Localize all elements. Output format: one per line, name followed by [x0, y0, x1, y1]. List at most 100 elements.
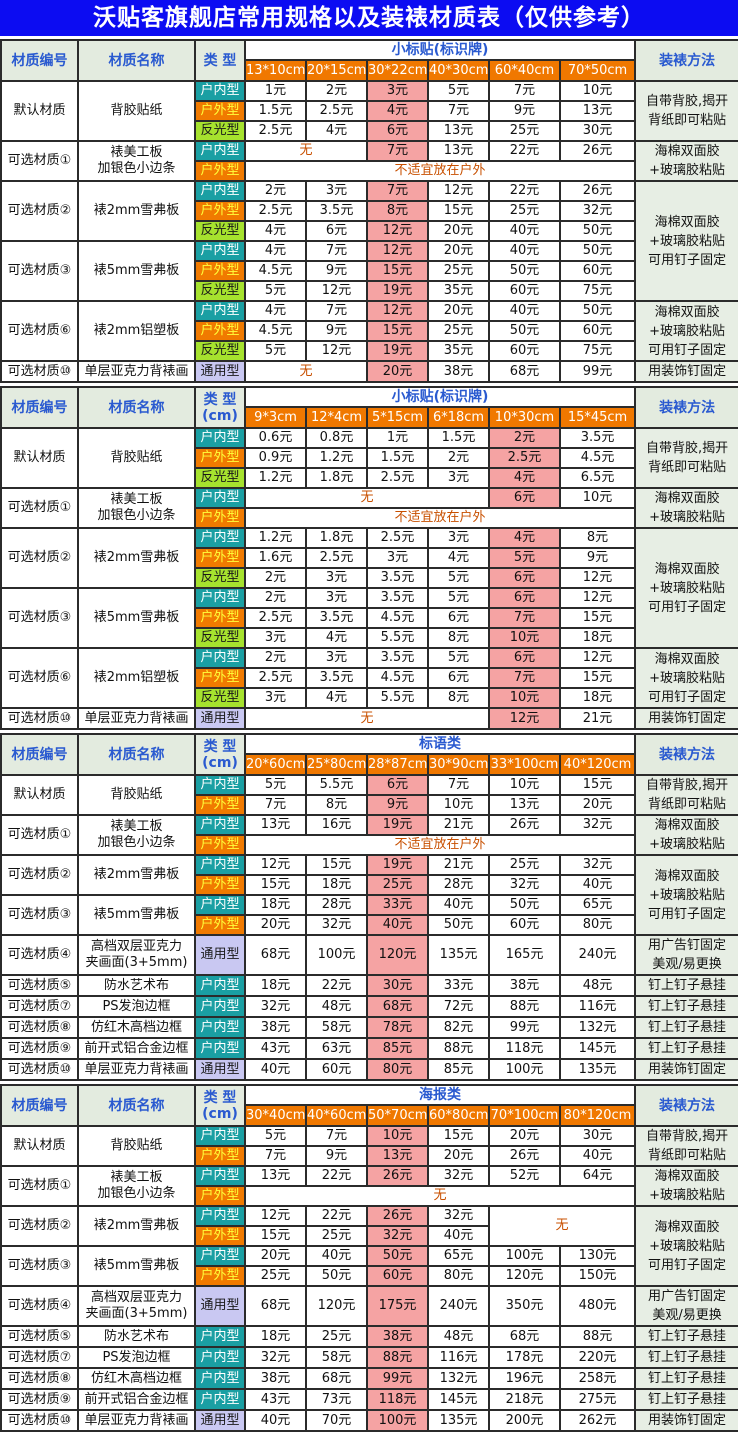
- price-cell: 26元: [488, 1145, 561, 1167]
- price-cell: 32元: [244, 1346, 307, 1369]
- price-cell: 1.6元: [244, 547, 307, 569]
- type-badge: 通用型: [194, 1285, 246, 1327]
- type-badge: 户内型: [194, 1346, 246, 1369]
- type-badge: 户内型: [194, 587, 246, 609]
- table-row: 可选材质③ 裱5mm雪弗板 户内型 20元 40元 50元 65元 100元 130元: [0, 1245, 738, 1287]
- price-cell: 73元: [305, 1388, 368, 1411]
- price-cell: 12元: [558, 567, 637, 589]
- price-cell: 240元: [427, 1285, 490, 1327]
- table-row: 可选材质④ 高档双层亚克力 夹画面(3+5mm) 通用型 68元 100元 120元 135…: [0, 934, 738, 976]
- price-cell: 15元: [366, 260, 429, 282]
- table-row: 可选材质⑧ 仿红木高档边框 户内型 38元 68元 99元 132元 196元 258元 钉上钉子…: [0, 1367, 738, 1390]
- price-cell: 68元: [244, 934, 307, 976]
- price-cell: 7元: [305, 240, 368, 262]
- price-cell: 35元: [427, 340, 490, 362]
- table-row: 可选材质⑩ 单层亚克力背裱画 通用型 40元 70元 100元 135元 200元 262元 用装…: [0, 1409, 738, 1432]
- header-mount-method: 装裱方法: [634, 386, 738, 429]
- mount-method: 海棉双面胶 +玻璃胶粘贴 可用钉子固定: [634, 527, 738, 649]
- price-cell: 1.5元: [366, 447, 429, 469]
- price-cell: 30元: [558, 1125, 637, 1147]
- header-material-name: 材质名称: [77, 39, 196, 82]
- material-name: 裱2mm铝塑板: [77, 300, 196, 362]
- price-cell: 28元: [305, 894, 368, 916]
- price-cell: 165元: [488, 934, 561, 976]
- table-row: 可选材质② 裱2mm雪弗板 户内型 2元 3元 7元 12元 22元 26元 海棉双面胶 +玻璃胶…: [0, 180, 738, 302]
- material-code: 可选材质④: [0, 934, 79, 976]
- price-cell: 20元: [427, 300, 490, 322]
- price-cell: 3.5元: [366, 647, 429, 669]
- table-row: 默认材质 背胶贴纸 户内型 5元 7元 10元 15元 20元 30元 自带背胶,揭开 背纸即可粘…: [0, 1125, 738, 1167]
- type-badge: 反光型: [194, 340, 246, 362]
- price-cell: 2元: [305, 80, 368, 102]
- header-material-name: 材质名称: [77, 386, 196, 429]
- table-row: 可选材质⑤ 防水艺术布 户内型 18元 25元 38元 48元 68元 88元 钉上钉子悬挂: [0, 1325, 738, 1348]
- price-cell: 4元: [427, 547, 490, 569]
- table-row: 可选材质① 裱美工板 加银色小边条 户内型无 6元 10元 海棉双面胶 +玻璃胶粘贴: [0, 487, 738, 529]
- header-size: 28*87cm: [366, 753, 429, 776]
- price-table: 材质编号 材质名称类 型 (cm) 标语类 装裱方法 20*60cm 25*80cm 28*…: [0, 733, 738, 1081]
- table-row: 反光型 5元 12元 19元 35元 60元 75元: [1, 340, 738, 362]
- price-cell: 48元: [427, 1325, 490, 1348]
- mount-method: 海棉双面胶 +玻璃胶粘贴: [634, 814, 738, 856]
- price-cell: 135元: [558, 1058, 637, 1081]
- price-cell: 3元: [244, 627, 307, 649]
- table-row: 户外型 7元 9元 13元 20元 26元 40元: [1, 1145, 738, 1167]
- mount-method: 海棉双面胶 +玻璃胶粘贴 可用钉子固定: [634, 647, 738, 709]
- price-cell: 5元: [427, 647, 490, 669]
- header-category: 海报类: [243, 1084, 637, 1106]
- header-category: 小标贴(标识牌): [243, 386, 637, 408]
- header-type: 类 型 (cm): [194, 733, 246, 776]
- price-cell: 25元: [488, 854, 561, 876]
- material-code: 可选材质⑩: [0, 707, 79, 730]
- table-row: 可选材质② 裱2mm雪弗板 户内型 1.2元 1.8元 2.5元 3元 4元 8元 海棉双面胶 +…: [0, 527, 738, 649]
- type-badge: 户内型: [194, 1016, 246, 1039]
- price-cell: 1.8元: [305, 467, 368, 489]
- price-cell: 13元: [366, 1145, 429, 1167]
- price-section: 材质编号 材质名称类 型 (cm) 小标贴(标识牌) 装裱方法 9*3cm 12*4cm 5…: [0, 386, 738, 730]
- price-cell: 8元: [427, 687, 490, 709]
- price-cell: 25元: [305, 1325, 368, 1348]
- type-badge: 户内型: [194, 1245, 246, 1267]
- price-cell: 3元: [427, 467, 490, 489]
- material-name: 背胶贴纸: [77, 774, 196, 816]
- material-name: 前开式铝合金边框: [77, 1037, 196, 1060]
- price-cell: 12元: [558, 647, 637, 669]
- type-badge: 通用型: [194, 707, 246, 730]
- table-row: 可选材质⑥ 裱2mm铝塑板 户内型 4元 7元 12元 20元 40元 50元 海棉双面胶 +玻璃…: [0, 300, 738, 362]
- price-cell: 6.5元: [558, 467, 637, 489]
- price-cell: 15元: [427, 200, 490, 222]
- unavailable-note: 无: [244, 360, 368, 383]
- price-cell: 2.5元: [244, 120, 307, 142]
- price-cell: 60元: [488, 340, 561, 362]
- price-cell: 12元: [366, 300, 429, 322]
- material-code: 可选材质⑦: [0, 995, 79, 1018]
- material-code: 默认材质: [0, 427, 79, 489]
- price-cell: 40元: [244, 1409, 307, 1432]
- price-cell: 4.5元: [558, 447, 637, 469]
- material-name: 裱2mm雪弗板: [77, 1205, 196, 1247]
- price-cell: 5元: [427, 567, 490, 589]
- price-cell: 32元: [558, 854, 637, 876]
- price-cell: 4元: [488, 527, 561, 549]
- price-cell: 4.5元: [366, 667, 429, 689]
- type-badge: 户内型: [194, 974, 246, 997]
- price-cell: 118元: [488, 1037, 561, 1060]
- price-cell: 100元: [488, 1058, 561, 1081]
- price-cell: 4元: [488, 467, 561, 489]
- material-name: 裱美工板 加银色小边条: [77, 140, 196, 182]
- price-cell: 65元: [427, 1245, 490, 1267]
- header-size: 40*60cm: [305, 1104, 368, 1127]
- type-badge: 户内型: [194, 1388, 246, 1411]
- header-size: 60*40cm: [488, 59, 561, 82]
- price-table: 材质编号 材质名称类 型 (cm) 小标贴(标识牌) 装裱方法 9*3cm 12*4cm 5…: [0, 386, 738, 730]
- material-code: 可选材质②: [0, 854, 79, 896]
- type-badge: 户外型: [194, 260, 246, 282]
- price-cell: 118元: [366, 1388, 429, 1411]
- price-cell: 135元: [427, 934, 490, 976]
- price-cell: 26元: [558, 140, 637, 162]
- price-cell: 50元: [305, 1265, 368, 1287]
- price-cell: 50元: [488, 320, 561, 342]
- type-badge: 反光型: [194, 687, 246, 709]
- price-cell: 32元: [366, 1225, 429, 1247]
- price-cell: 15元: [558, 607, 637, 629]
